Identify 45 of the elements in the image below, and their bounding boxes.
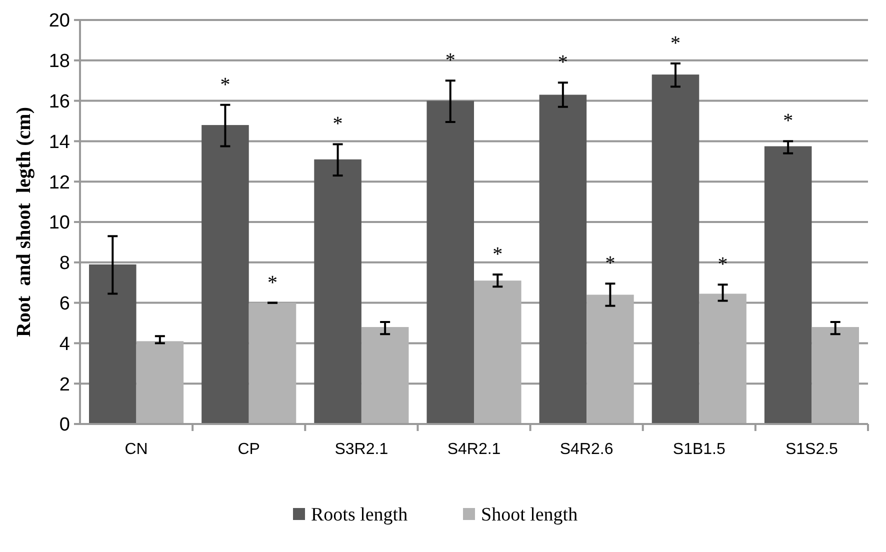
bar [361,327,409,424]
bar [699,294,746,424]
legend-label: Roots length [311,504,408,526]
legend-label: Shoot length [481,504,578,526]
x-tick-label: S4R2.1 [447,441,501,458]
bar [764,146,812,424]
y-tick-label: 18 [48,51,70,72]
data-label: * [220,74,230,96]
y-tick-label: 0 [59,414,70,436]
y-tick-label: 8 [59,253,70,274]
data-label: * [558,52,568,74]
y-tick-label: 4 [59,334,70,355]
x-tick-label: S3R2.1 [334,441,388,458]
y-tick-label: 10 [48,212,70,234]
y-tick-label: 12 [48,172,70,194]
y-axis-title: Root and shoot legth (cm) [13,107,35,337]
bar [136,341,184,424]
bar [314,159,362,424]
y-tick-label: 16 [48,91,70,112]
y-tick-label: 6 [59,293,70,314]
x-tick-label: S4R2.6 [560,441,614,458]
data-label: * [605,252,616,275]
x-tick-label: CN [124,441,148,458]
bar [248,302,296,424]
bar [426,100,474,424]
bar [202,125,249,424]
data-label: * [492,244,503,266]
x-tick-label: S1S2.5 [785,441,838,458]
bar [586,294,634,424]
bar [539,94,587,424]
data-label: * [783,110,794,132]
bar [89,264,136,424]
bar [652,74,700,424]
data-label: * [332,113,343,136]
bar [474,280,522,424]
x-tick-label: S1B1.5 [672,441,726,458]
x-tick-label: CP [238,441,260,458]
data-label: * [445,50,456,72]
bar [812,327,859,424]
data-label: * [718,254,728,276]
data-label: * [267,272,278,294]
y-tick-label: 14 [48,132,70,153]
data-label: * [670,32,681,54]
y-tick-label: 20 [48,10,70,32]
y-tick-label: 2 [59,374,70,396]
